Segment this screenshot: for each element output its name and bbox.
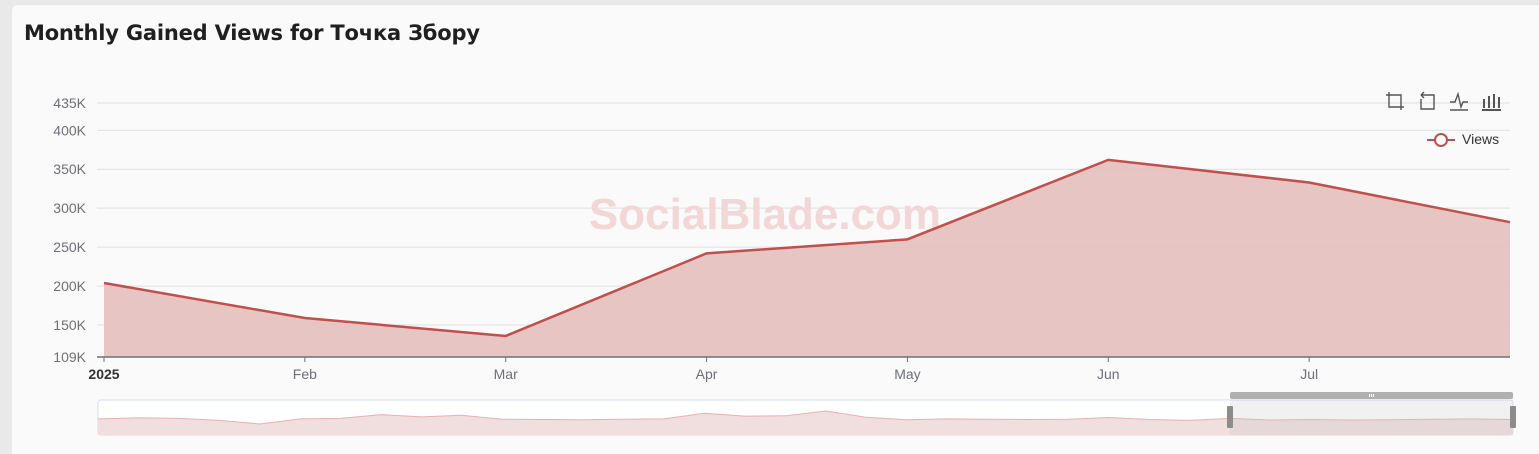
y-tick-label: 200K — [53, 278, 86, 294]
bar-chart-icon[interactable] — [1480, 90, 1502, 112]
x-tick-label: Feb — [293, 366, 317, 382]
y-tick-label: 400K — [53, 122, 86, 138]
x-tick-label: Jul — [1300, 366, 1318, 382]
zoom-overview-area — [98, 411, 1513, 435]
x-tick-label: 2025 — [88, 366, 119, 382]
x-axis — [97, 356, 1510, 362]
views-line — [103, 158, 1511, 338]
y-tick-label: 250K — [53, 239, 86, 255]
x-tick-label: Mar — [494, 366, 518, 382]
line-chart-icon[interactable] — [1448, 90, 1470, 112]
y-tick-label: 150K — [53, 317, 86, 333]
x-tick-label: Jun — [1097, 366, 1120, 382]
y-tick-label: 435K — [53, 95, 86, 111]
watermark: SocialBlade.com — [589, 190, 941, 239]
y-axis-ticks: 109K 150K 200K 250K 300K 350K 400K 435K — [53, 95, 86, 365]
zoom-reset-icon[interactable] — [1416, 90, 1438, 112]
legend-label-views: Views — [1462, 131, 1499, 147]
y-tick-label: 350K — [53, 161, 86, 177]
legend[interactable]: Views — [1427, 131, 1499, 147]
chart-title: Monthly Gained Views for Точка Збору — [24, 21, 480, 45]
zoom-overview-line — [97, 410, 1514, 425]
chart-toolbox — [1384, 90, 1502, 112]
y-tick-label: 300K — [53, 200, 86, 216]
zoom-handle-right[interactable] — [1510, 406, 1516, 428]
zoom-selection[interactable] — [1230, 400, 1513, 435]
x-axis-ticks: 2025 Feb Mar Apr May Jun Jul — [88, 366, 1318, 382]
zoom-icon[interactable] — [1384, 90, 1406, 112]
views-area — [104, 159, 1510, 357]
y-tick-label: 109K — [53, 349, 86, 365]
legend-marker — [1434, 133, 1448, 147]
x-tick-label: Apr — [696, 366, 718, 382]
zoom-handle-left[interactable] — [1227, 406, 1233, 428]
x-tick-label: May — [894, 366, 920, 382]
data-zoom-slider[interactable] — [97, 392, 1516, 436]
